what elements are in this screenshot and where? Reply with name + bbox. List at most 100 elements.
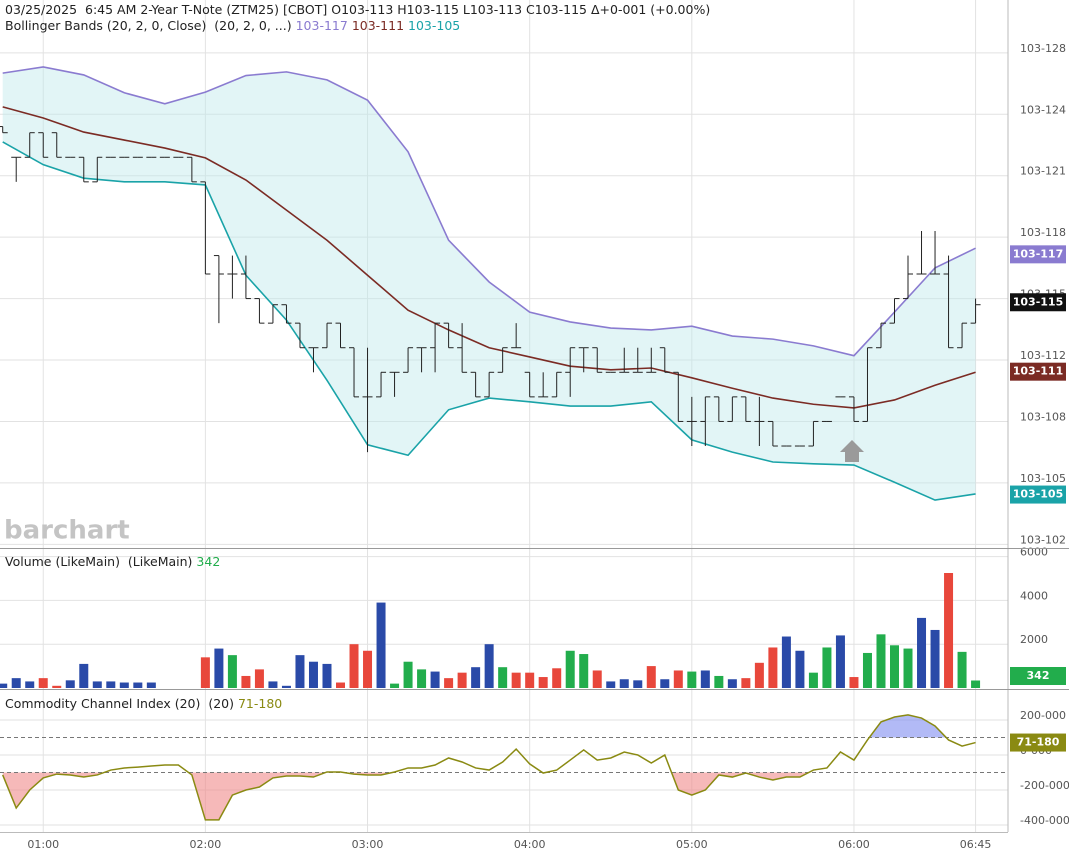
x-tick-label: 01:00 xyxy=(27,838,59,851)
y-tick-label: 2000 xyxy=(1020,633,1048,646)
volume-bar xyxy=(538,677,548,688)
x-tick-label: 03:00 xyxy=(352,838,384,851)
band-line xyxy=(2,106,976,409)
volume-bar xyxy=(849,677,859,688)
y-tick-label: 103-118 xyxy=(1020,226,1066,239)
volume-bar xyxy=(0,683,8,688)
price-badge-label: 71-180 xyxy=(1017,736,1060,749)
volume-bar xyxy=(903,648,913,688)
volume-bar xyxy=(417,669,427,688)
volume-bar xyxy=(322,663,332,688)
volume-bar xyxy=(484,644,494,688)
volume-bar xyxy=(889,645,899,688)
header-title: 03/25/2025 6:45 AM 2-Year T-Note (ZTM25)… xyxy=(5,2,711,17)
price-badge xyxy=(1010,485,1066,504)
volume-bar xyxy=(363,650,373,688)
price-badge xyxy=(1010,293,1066,312)
legend-value: 103-111 xyxy=(351,18,405,33)
x-tick-label: 06:00 xyxy=(838,838,870,851)
watermark: barchart xyxy=(4,516,130,546)
volume-bar xyxy=(376,602,386,688)
volume-bar xyxy=(457,672,467,688)
volume-bar xyxy=(444,678,454,688)
volume-bar xyxy=(295,655,305,688)
volume-bar xyxy=(754,662,764,688)
volume-bar xyxy=(579,654,589,688)
volume-bar xyxy=(660,679,670,688)
volume-bar xyxy=(633,680,643,688)
legend-value: 342 xyxy=(196,554,221,569)
volume-bar xyxy=(11,678,21,688)
y-tick-label: -400-000 xyxy=(1020,814,1069,827)
volume-bar xyxy=(106,681,116,688)
volume-bar xyxy=(336,682,346,688)
y-tick-label: 103-128 xyxy=(1020,42,1066,55)
cci-fill-above xyxy=(2,714,976,738)
legend-value: 103-117 xyxy=(295,18,348,33)
y-tick-label: 103-108 xyxy=(1020,410,1066,423)
y-tick-label: 4000 xyxy=(1020,589,1048,602)
legend-value: 103-105 xyxy=(408,18,461,33)
x-tick-label: 05:00 xyxy=(676,838,708,851)
price-badge xyxy=(1010,667,1066,685)
volume-bar xyxy=(862,652,872,688)
volume-bar xyxy=(390,683,400,688)
volume-bar xyxy=(930,629,940,688)
x-tick-label: 02:00 xyxy=(190,838,222,851)
legend: Commodity Channel Index (20) (20) 71-180 xyxy=(5,696,282,712)
x-tick-label: 06:45 xyxy=(960,838,992,851)
volume-bar xyxy=(133,682,143,688)
legend: Volume (LikeMain) (LikeMain) 342 xyxy=(5,554,220,570)
volume-bar xyxy=(687,671,697,688)
volume-bar xyxy=(403,661,413,688)
volume-bar xyxy=(606,681,616,688)
price-badge xyxy=(1010,245,1066,264)
y-tick-label: 103-105 xyxy=(1020,472,1066,485)
volume-bar xyxy=(65,680,75,688)
volume-bar xyxy=(795,650,805,688)
volume-bar xyxy=(38,678,48,688)
x-tick-label: 04:00 xyxy=(514,838,546,851)
signal-arrow xyxy=(840,440,864,462)
legend-text: Volume (LikeMain) (LikeMain) xyxy=(5,554,197,569)
header: 03/25/2025 6:45 AM 2-Year T-Note (ZTM25)… xyxy=(5,2,710,18)
legend-text: Commodity Channel Index (20) (20) xyxy=(5,696,238,711)
volume-bar xyxy=(565,650,575,688)
volume-bar xyxy=(200,657,210,688)
volume-bar xyxy=(25,681,35,688)
price-badge xyxy=(1010,362,1066,381)
y-tick-label: 6000 xyxy=(1020,546,1048,559)
volume-bar xyxy=(957,651,967,688)
volume-bar xyxy=(119,682,129,688)
y-tick-label: 200-000 xyxy=(1020,709,1066,722)
volume-bar xyxy=(52,685,62,688)
price-badge-label: 103-111 xyxy=(1013,365,1064,378)
volume-bar xyxy=(714,675,724,688)
y-tick-label: -200-000 xyxy=(1020,779,1069,792)
volume-bar xyxy=(498,667,508,688)
cci-line xyxy=(2,714,976,821)
price-badge-label: 103-115 xyxy=(1013,295,1064,308)
volume-bar xyxy=(835,635,845,688)
volume-bar xyxy=(619,679,629,688)
price-badge-label: 342 xyxy=(1027,669,1050,682)
volume-bar xyxy=(876,634,886,688)
y-tick-label: 103-124 xyxy=(1020,103,1066,116)
legend-text: Bollinger Bands (20, 2, 0, Close) (20, 2… xyxy=(5,18,292,33)
volume-bar xyxy=(471,667,481,688)
volume-bar xyxy=(214,648,224,688)
y-tick-label: 103-121 xyxy=(1020,165,1066,178)
volume-bar xyxy=(741,678,751,688)
volume-bar xyxy=(268,681,278,688)
volume-bar xyxy=(727,679,737,688)
volume-bar xyxy=(227,655,237,688)
price-badge xyxy=(1010,733,1066,752)
volume-bar xyxy=(146,682,156,688)
volume-bar xyxy=(673,670,683,688)
volume-bar xyxy=(700,670,710,688)
volume-bar xyxy=(808,672,818,688)
y-tick-label: 103-112 xyxy=(1020,349,1066,362)
band-fill xyxy=(2,66,976,501)
price-badge-label: 103-105 xyxy=(1013,488,1064,501)
